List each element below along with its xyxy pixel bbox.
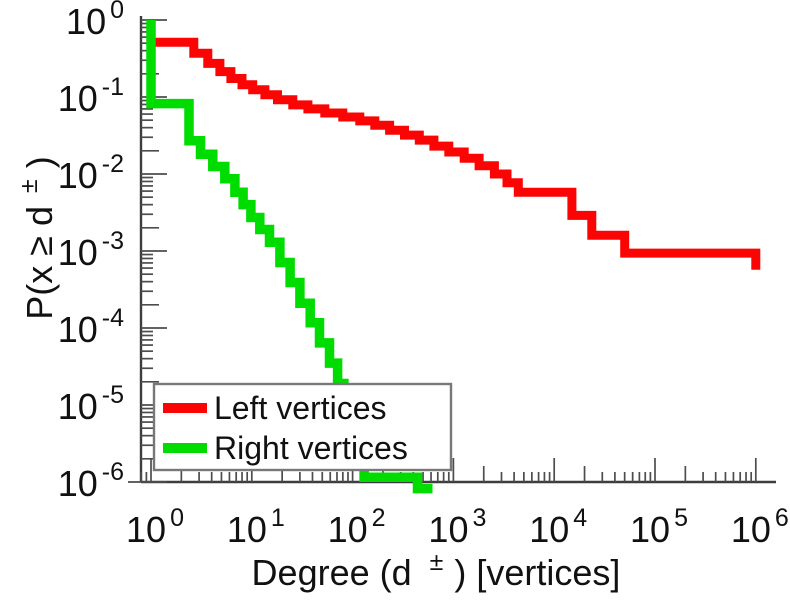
y-tick-label: 10 0 xyxy=(66,0,124,42)
series-left-vertices-line xyxy=(153,37,761,270)
y-axis-title-main: P(x ≥ d xyxy=(19,206,60,320)
y-tick-label: 10 -1 xyxy=(58,73,124,119)
y-axis-title: P(x ≥ d ± ) xyxy=(4,156,60,320)
x-tick-label: 10 4 xyxy=(529,504,587,550)
x-axis-title: Degree (d ± ) [vertices] xyxy=(252,537,621,593)
legend-label-right-vertices: Right vertices xyxy=(214,430,408,466)
legend-label-left-vertices: Left vertices xyxy=(214,390,387,426)
x-tick-label: 10 3 xyxy=(428,504,486,550)
y-tick-label: 10 -2 xyxy=(58,150,124,196)
legend-box xyxy=(152,382,453,472)
x-tick-label: 10 1 xyxy=(227,504,285,550)
x-axis-title-main: Degree (d xyxy=(252,552,412,593)
x-axis-title-rest: ) [vertices] xyxy=(454,552,620,593)
y-tick-label: 10 -5 xyxy=(58,381,124,427)
x-tick-label: 10 2 xyxy=(328,504,386,550)
legend: Left vertices Right vertices xyxy=(152,382,453,472)
x-axis-title-sup: ± xyxy=(430,548,444,576)
y-tick-label: 10 -3 xyxy=(58,227,124,273)
y-axis-title-rest: ) xyxy=(19,156,60,168)
x-tick-label: 10 0 xyxy=(126,504,184,550)
y-axis-title-sup: ± xyxy=(15,179,43,193)
y-tick-label: 10 -6 xyxy=(58,458,124,504)
y-tick-label: 10 -4 xyxy=(58,304,124,350)
x-tick-label: 10 6 xyxy=(731,504,789,550)
x-tick-label: 10 5 xyxy=(630,504,688,550)
